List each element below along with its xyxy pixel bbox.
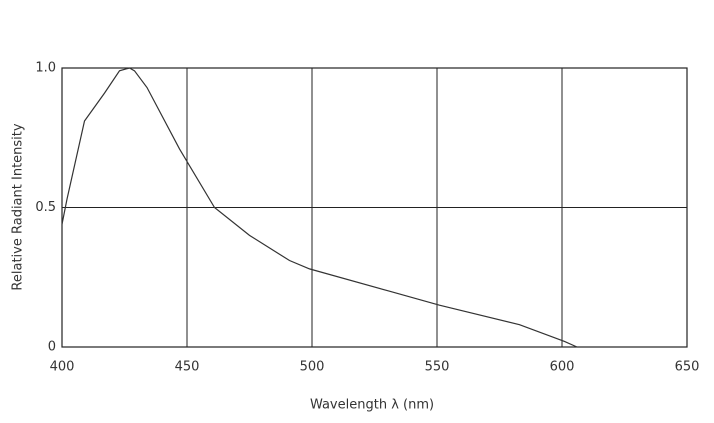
x-tick-label: 400 xyxy=(50,360,75,375)
x-axis-label: Wavelength λ (nm) xyxy=(310,398,434,413)
x-tick-label: 600 xyxy=(550,360,575,375)
y-axis-label: Relative Radiant Intensity xyxy=(11,123,26,290)
y-tick-label: 1.0 xyxy=(35,61,56,76)
x-tick-label: 450 xyxy=(175,360,200,375)
y-tick-label: 0.5 xyxy=(35,200,56,215)
x-tick-label: 550 xyxy=(425,360,450,375)
data-line xyxy=(61,67,578,348)
x-tick-label: 650 xyxy=(675,360,700,375)
x-tick-label: 500 xyxy=(300,360,325,375)
y-tick-label: 0 xyxy=(48,340,56,355)
